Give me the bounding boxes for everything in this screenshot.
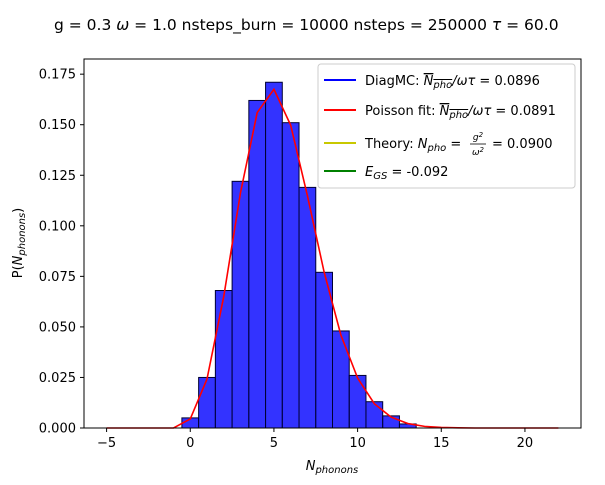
y-tick-label: 0.000 [39, 422, 76, 437]
y-tick-label: 0.075 [39, 270, 76, 285]
y-axis-label: P(Nphonons) [11, 208, 28, 279]
x-tick-label: 10 [349, 436, 366, 451]
x-tick-label: 0 [186, 436, 194, 451]
histogram-bar [332, 330, 350, 429]
histogram-bar [265, 81, 283, 429]
x-tick-label: 20 [517, 436, 534, 451]
legend-entry-poisson: Poisson fit: Npho/ωτ = 0.0891 [365, 104, 556, 121]
y-tick-label: 0.175 [39, 68, 76, 83]
y-tick-label: 0.150 [39, 118, 76, 133]
chart-title: g = 0.3 ω = 1.0 nsteps_burn = 10000 nste… [54, 16, 559, 35]
histogram-bar [348, 374, 367, 429]
axes-frame [83, 58, 582, 429]
y-tick-label: 0.100 [39, 219, 76, 234]
legend-entry-egs: EGS = -0.092 [365, 165, 448, 182]
legend-theory-value: = 0.0900 [492, 137, 553, 152]
legend-box [317, 63, 576, 189]
y-tick-label: 0.125 [39, 169, 76, 184]
histogram-bar [198, 376, 216, 429]
histogram-bar [281, 122, 300, 429]
histogram-bars [181, 81, 417, 429]
x-tick-label: 5 [270, 436, 278, 451]
y-tick-label: 0.050 [39, 320, 76, 335]
legend-entry-theory: Theory: Npho = [364, 137, 461, 154]
x-axis-ticks: −5 0 5 10 15 20 [97, 428, 533, 451]
histogram-bar [365, 401, 384, 429]
x-tick-label: 15 [433, 436, 450, 451]
y-axis-ticks: 0.000 0.025 0.050 0.075 0.100 0.125 0.150 0.175 [39, 68, 84, 437]
x-tick-label: −5 [97, 436, 116, 451]
histogram-bar [248, 99, 267, 429]
legend: DiagMC: Npho/ωτ = 0.0896 Poisson fit: Np… [317, 63, 576, 189]
y-tick-label: 0.025 [39, 371, 76, 386]
histogram-bar [214, 290, 233, 429]
svg-text:g2: g2 [473, 131, 484, 143]
x-axis-label: Nphonons [306, 459, 359, 476]
legend-entry-diagmc: DiagMC: Npho/ωτ = 0.0896 [365, 74, 540, 91]
histogram-bar [231, 180, 250, 429]
